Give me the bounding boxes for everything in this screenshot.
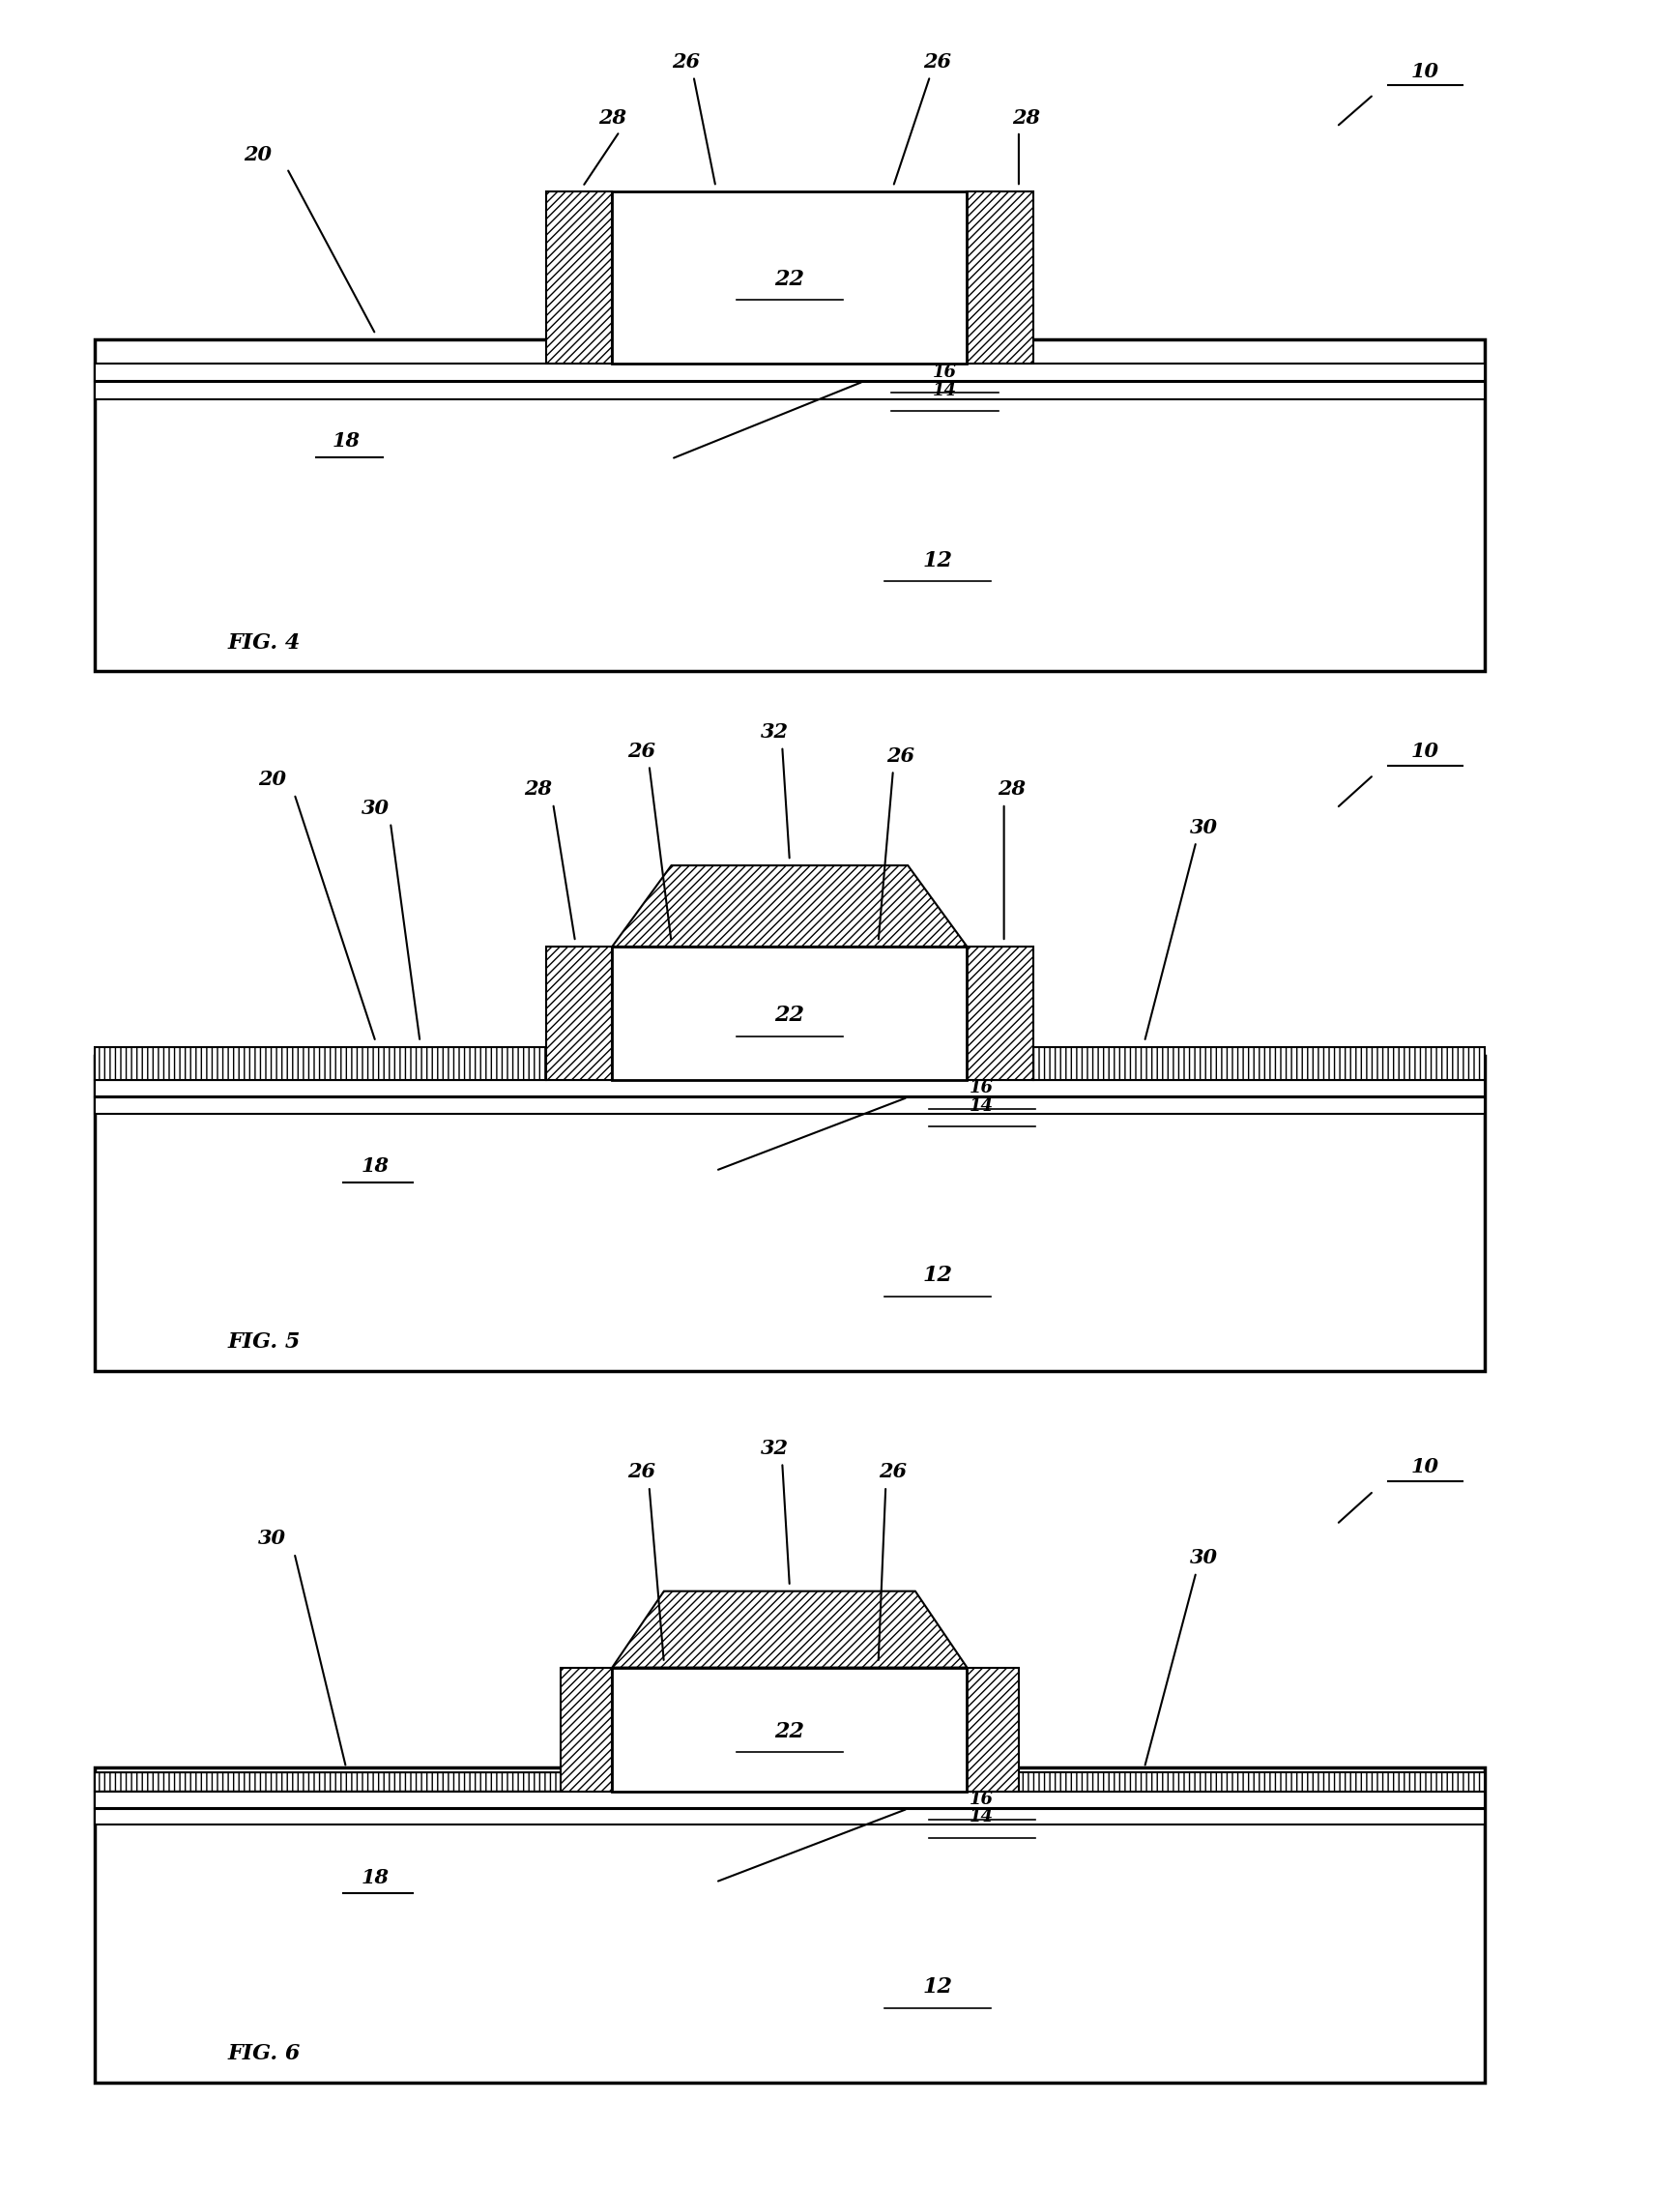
Bar (94, 383, 1485, 398)
Text: FIG. 4: FIG. 4 (228, 633, 301, 655)
Text: 20: 20 (259, 771, 286, 790)
Text: 26: 26 (879, 1462, 907, 1482)
Text: 16: 16 (932, 363, 958, 381)
Text: 26: 26 (924, 53, 951, 72)
Bar (561, 1668, 612, 1791)
Text: 28: 28 (998, 779, 1025, 799)
Text: 12: 12 (922, 549, 953, 571)
Text: FIG. 5: FIG. 5 (228, 1331, 301, 1353)
Text: 10: 10 (1411, 1458, 1440, 1478)
Text: 30: 30 (259, 1530, 286, 1548)
Text: 10: 10 (1411, 742, 1440, 760)
Text: 14: 14 (932, 381, 958, 398)
Text: 16: 16 (969, 1791, 995, 1808)
Text: FIG. 6: FIG. 6 (228, 2042, 301, 2064)
Polygon shape (1033, 1046, 1485, 1079)
Text: 22: 22 (774, 1005, 805, 1027)
Bar (968, 190, 1033, 363)
Polygon shape (94, 1046, 546, 1079)
Bar (94, 1791, 1485, 1808)
Polygon shape (94, 1773, 620, 1791)
Bar (612, 946, 968, 1079)
Bar (94, 1097, 1485, 1114)
Bar (94, 1769, 1485, 2082)
Bar (94, 339, 1485, 672)
Bar (612, 1668, 968, 1791)
Polygon shape (612, 1591, 968, 1668)
Text: 12: 12 (922, 1977, 953, 1999)
Text: 30: 30 (1189, 819, 1218, 836)
Text: 12: 12 (922, 1265, 953, 1287)
Polygon shape (612, 865, 968, 946)
Text: 26: 26 (672, 53, 701, 72)
Text: 20: 20 (244, 144, 272, 164)
Text: 10: 10 (1411, 61, 1440, 81)
Text: 26: 26 (628, 1462, 655, 1482)
Bar (94, 1079, 1485, 1097)
Bar (546, 190, 612, 363)
Text: 18: 18 (361, 1867, 390, 1887)
Text: 32: 32 (761, 722, 790, 742)
Text: 22: 22 (774, 1721, 805, 1742)
Text: 26: 26 (887, 746, 914, 766)
Text: 14: 14 (969, 1808, 995, 1826)
Text: 28: 28 (1011, 107, 1040, 127)
Text: 16: 16 (969, 1079, 995, 1097)
Bar (968, 946, 1033, 1079)
Bar (968, 1668, 1018, 1791)
Bar (94, 1057, 1485, 1370)
Bar (94, 363, 1485, 381)
Text: 14: 14 (969, 1097, 995, 1114)
Text: 18: 18 (361, 1156, 390, 1175)
Bar (546, 946, 612, 1079)
Text: 32: 32 (761, 1438, 790, 1458)
Polygon shape (959, 1773, 1485, 1791)
Text: 22: 22 (774, 269, 805, 289)
Text: 30: 30 (361, 799, 390, 819)
Bar (94, 1808, 1485, 1826)
Text: 30: 30 (1189, 1548, 1218, 1567)
Text: 18: 18 (333, 431, 360, 451)
Text: 28: 28 (598, 107, 627, 127)
Bar (612, 190, 968, 363)
Text: 28: 28 (524, 779, 553, 799)
Text: 26: 26 (628, 742, 655, 760)
